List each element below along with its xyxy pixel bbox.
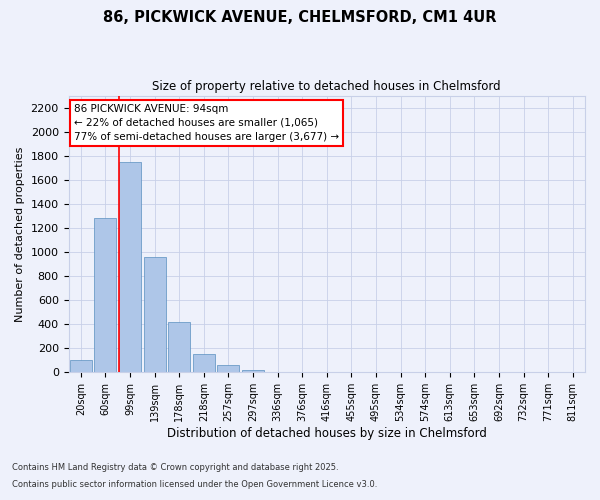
Bar bbox=[70, 360, 92, 372]
X-axis label: Distribution of detached houses by size in Chelmsford: Distribution of detached houses by size … bbox=[167, 427, 487, 440]
Bar bbox=[168, 322, 190, 372]
Bar bbox=[119, 162, 141, 372]
Bar bbox=[143, 256, 166, 372]
Title: Size of property relative to detached houses in Chelmsford: Size of property relative to detached ho… bbox=[152, 80, 501, 93]
Text: Contains HM Land Registry data © Crown copyright and database right 2025.: Contains HM Land Registry data © Crown c… bbox=[12, 464, 338, 472]
Bar bbox=[94, 218, 116, 372]
Text: 86, PICKWICK AVENUE, CHELMSFORD, CM1 4UR: 86, PICKWICK AVENUE, CHELMSFORD, CM1 4UR bbox=[103, 10, 497, 25]
Text: Contains public sector information licensed under the Open Government Licence v3: Contains public sector information licen… bbox=[12, 480, 377, 489]
Text: 86 PICKWICK AVENUE: 94sqm
← 22% of detached houses are smaller (1,065)
77% of se: 86 PICKWICK AVENUE: 94sqm ← 22% of detac… bbox=[74, 104, 339, 142]
Bar bbox=[242, 370, 264, 372]
Bar bbox=[217, 365, 239, 372]
Bar bbox=[193, 354, 215, 372]
Y-axis label: Number of detached properties: Number of detached properties bbox=[15, 146, 25, 322]
